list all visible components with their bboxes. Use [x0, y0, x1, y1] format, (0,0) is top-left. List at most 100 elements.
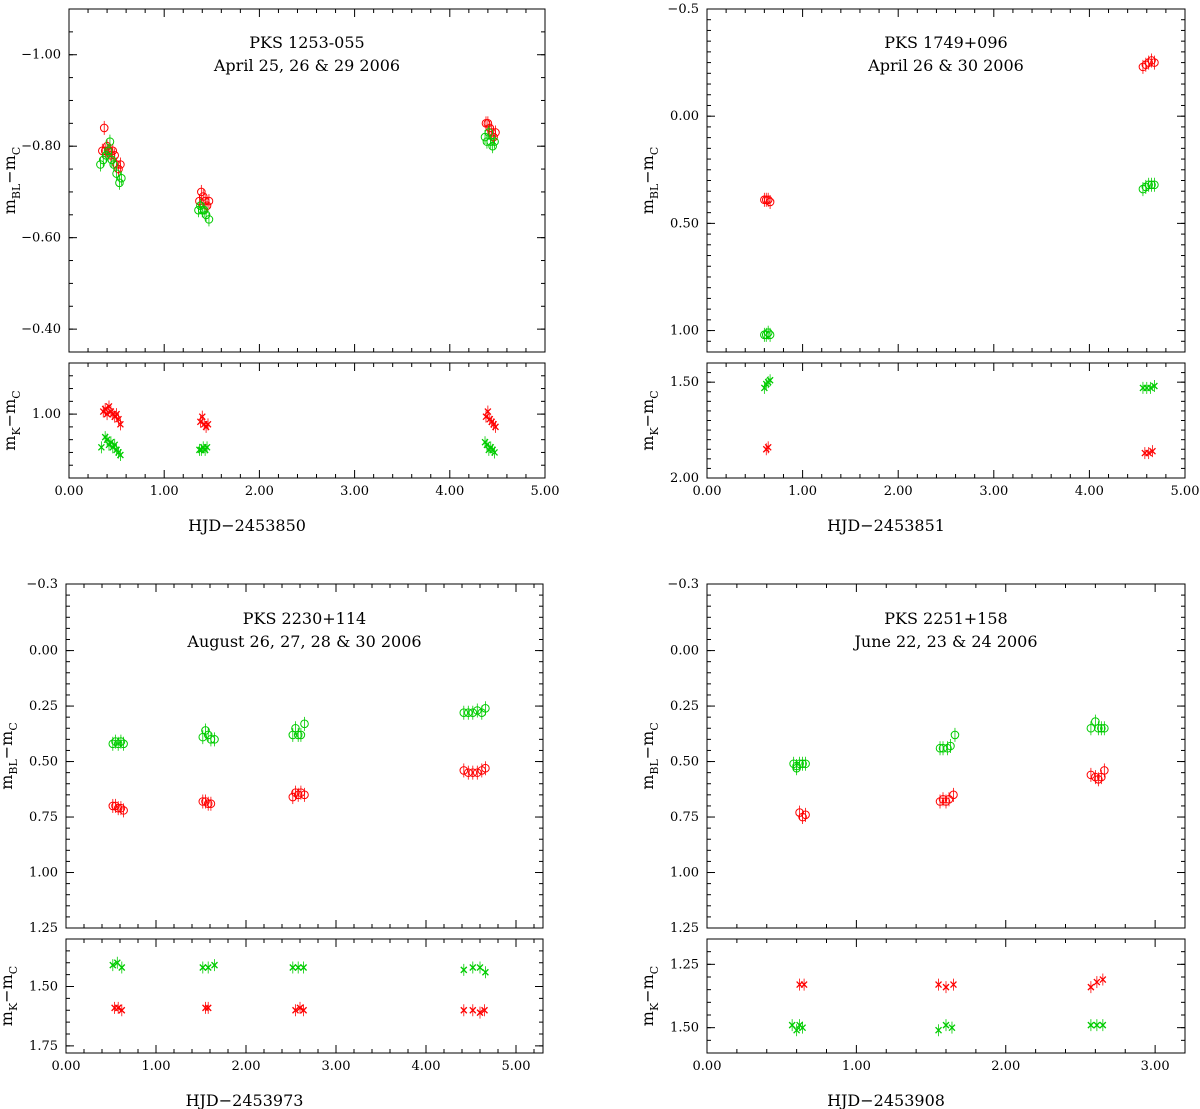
data-point — [1094, 723, 1103, 733]
data-point — [765, 197, 775, 207]
data-point — [108, 801, 118, 811]
data-point — [1091, 772, 1100, 782]
data-point — [483, 119, 493, 128]
data-point — [469, 964, 477, 971]
y-axis-label: mBL−mC — [0, 147, 23, 215]
data-point — [1099, 976, 1107, 983]
data-point — [300, 964, 308, 971]
data-point — [1147, 180, 1156, 190]
y-tick-label: 0.00 — [670, 109, 699, 124]
x-tick-label: 4.00 — [435, 484, 464, 499]
x-tick-label: 0.00 — [52, 1059, 81, 1074]
data-point — [476, 1009, 484, 1017]
data-point — [112, 169, 121, 178]
y-tick-label: −0.80 — [21, 139, 61, 154]
data-point — [800, 981, 808, 989]
data-point — [468, 768, 478, 777]
x-tick-label: 3.00 — [322, 1059, 351, 1074]
y-tick-label: 0.75 — [29, 810, 58, 825]
data-point — [492, 423, 499, 431]
data-point — [481, 703, 490, 713]
data-point — [490, 137, 499, 146]
data-point — [116, 737, 126, 746]
x-tick-label: 0.00 — [693, 484, 722, 499]
data-point — [1086, 770, 1096, 780]
data-point — [938, 794, 948, 804]
y-tick-label: 1.00 — [670, 324, 699, 339]
data-point — [119, 739, 128, 749]
data-point — [111, 801, 120, 811]
data-point — [460, 1006, 468, 1014]
y-axis-label: mBL−mC — [0, 722, 20, 790]
series-red — [111, 1001, 488, 1019]
y-tick-label: 0.75 — [670, 810, 699, 825]
data-point — [1093, 978, 1101, 986]
data-point — [300, 790, 309, 800]
series-red — [796, 973, 1107, 994]
y-tick-label: −1.00 — [21, 48, 61, 63]
data-point — [1141, 60, 1151, 70]
data-point — [799, 1024, 807, 1032]
y-tick-label: 0.50 — [29, 755, 58, 770]
data-point — [949, 790, 958, 800]
chart-4: −0.30.000.250.500.751.001.25mBL−mC1.251.… — [638, 577, 1186, 1109]
x-tick-label: 1.00 — [842, 1059, 871, 1074]
data-point — [946, 741, 955, 751]
x-tick-label: 2.00 — [991, 1059, 1020, 1074]
data-point — [468, 708, 478, 718]
panel-upper: −0.3 0.00 0.25 0.50 0.75 1.00 1.25 mBL−mC — [638, 577, 1186, 936]
data-point — [204, 420, 212, 428]
data-point — [291, 788, 300, 797]
data-point — [203, 730, 213, 740]
chart-subtitle: June 22, 23 & 24 2006 — [852, 632, 1037, 651]
data-point — [199, 205, 209, 215]
data-point — [484, 128, 494, 137]
data-point — [489, 132, 498, 142]
data-point — [464, 768, 473, 777]
data-point — [116, 451, 124, 459]
panel-lower: 1.25 1.50 mK−mC 0.00 1.00 2.00 3.00 — [638, 938, 1186, 1074]
data-point — [204, 964, 212, 971]
data-point — [763, 328, 773, 338]
data-point — [199, 964, 207, 971]
data-point — [798, 812, 807, 822]
data-point — [98, 155, 108, 165]
y-axis-label: mBL−mC — [638, 147, 661, 215]
y-tick-label: −0.40 — [21, 322, 61, 337]
data-point — [300, 719, 309, 729]
data-point — [296, 1004, 304, 1012]
chart-subtitle: April 25, 26 & 29 2006 — [213, 56, 400, 75]
chart-3: −0.30.000.250.500.751.001.25mBL−mC1.501.… — [0, 577, 544, 1109]
series-green — [109, 956, 489, 979]
data-point — [1141, 182, 1151, 192]
data-point — [1087, 1021, 1095, 1029]
panel-frame — [65, 583, 544, 929]
y-tick-label: 1.00 — [670, 866, 699, 881]
data-point — [1150, 382, 1158, 390]
data-point — [204, 196, 214, 206]
data-point — [1100, 723, 1109, 733]
data-point — [198, 797, 208, 806]
data-point — [97, 443, 105, 451]
data-point — [96, 160, 105, 169]
data-point — [204, 1004, 212, 1012]
data-point — [491, 448, 499, 456]
data-point — [201, 726, 210, 735]
data-point — [942, 1021, 950, 1029]
data-point — [481, 1006, 488, 1014]
data-point — [102, 141, 112, 151]
y-tick-label: 1.75 — [29, 1039, 58, 1054]
panel-lower: 1.50 1.75 mK−mC 0.00 1.00 2.00 3.00 4.00 5.00 — [0, 938, 544, 1074]
data-point — [110, 151, 119, 160]
x-tick-label: 4.00 — [1075, 484, 1104, 499]
data-point — [1144, 180, 1153, 190]
data-point — [111, 737, 120, 746]
y-tick-label: 1.25 — [670, 957, 699, 972]
data-point — [201, 210, 211, 220]
data-point — [210, 735, 219, 744]
data-point — [114, 164, 123, 174]
y-tick-label: −0.3 — [26, 577, 58, 592]
data-point — [491, 128, 500, 137]
data-point — [459, 708, 469, 718]
series-red — [99, 400, 499, 433]
